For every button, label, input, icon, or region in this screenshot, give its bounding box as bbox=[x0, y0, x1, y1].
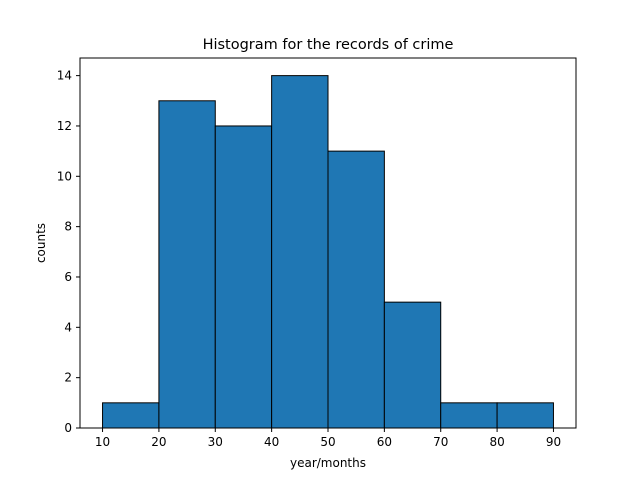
x-tick-label: 30 bbox=[208, 435, 223, 449]
histogram-bar-40-50 bbox=[271, 75, 329, 429]
chart-title: Histogram for the records of crime bbox=[203, 37, 454, 53]
x-tick-label: 50 bbox=[320, 435, 335, 449]
histogram-bar-10-20 bbox=[102, 402, 160, 429]
x-tick-label: 10 bbox=[95, 435, 110, 449]
histogram-bar-20-30 bbox=[158, 100, 216, 429]
plot-frame bbox=[79, 57, 577, 429]
histogram-bar-50-60 bbox=[327, 150, 385, 429]
x-tick-label: 80 bbox=[489, 435, 504, 449]
x-axis-label: year/months bbox=[290, 456, 366, 470]
x-tick-label: 60 bbox=[377, 435, 392, 449]
y-tick-label: 14 bbox=[57, 69, 72, 83]
y-tick-label: 6 bbox=[64, 270, 72, 284]
x-axis-ticks: 10 20 30 40 50 60 70 80 90 bbox=[95, 428, 561, 449]
histogram-bar-80-90 bbox=[496, 402, 554, 429]
y-tick-label: 4 bbox=[64, 320, 72, 334]
y-tick-label: 8 bbox=[64, 220, 72, 234]
y-tick-label: 2 bbox=[64, 371, 72, 385]
x-tick-label: 90 bbox=[546, 435, 561, 449]
y-tick-label: 0 bbox=[64, 421, 72, 435]
histogram-bar-30-40 bbox=[214, 125, 273, 429]
y-axis-ticks: 0 2 4 6 8 10 12 14 bbox=[57, 69, 80, 435]
y-axis-label: counts bbox=[34, 223, 48, 263]
x-tick-label: 40 bbox=[264, 435, 279, 449]
histogram-bar-60-70 bbox=[383, 301, 442, 429]
y-tick-label: 12 bbox=[57, 119, 72, 133]
x-tick-label: 20 bbox=[151, 435, 166, 449]
histogram-bar-70-80 bbox=[440, 402, 498, 429]
bars-group bbox=[102, 75, 554, 429]
x-tick-label: 70 bbox=[433, 435, 448, 449]
y-tick-label: 10 bbox=[57, 169, 72, 183]
